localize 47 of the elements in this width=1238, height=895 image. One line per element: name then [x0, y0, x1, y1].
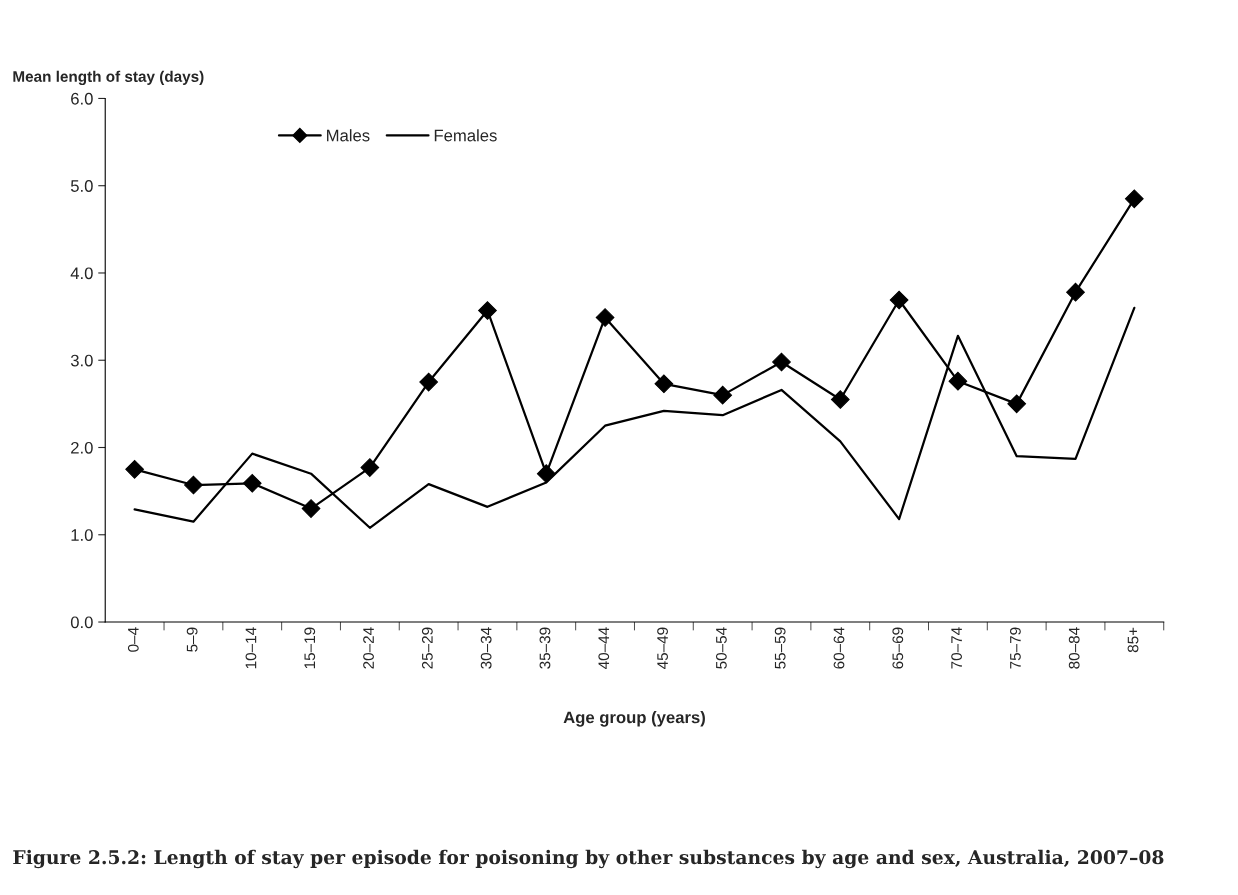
- x-tick-label: 60–64: [833, 627, 845, 669]
- point: [1007, 394, 1027, 414]
- x-tick-label: 80–84: [1068, 627, 1080, 669]
- point: [830, 390, 850, 409]
- point: [595, 308, 615, 327]
- y-tick-label: 0.0: [70, 616, 93, 629]
- y-tick-label: 6.0: [71, 92, 93, 105]
- point: [360, 458, 380, 477]
- point: [184, 475, 203, 495]
- y-tick-label: 3.0: [70, 354, 93, 367]
- x-tick-label: 40–44: [598, 627, 610, 670]
- point: [889, 290, 909, 310]
- x-tick-label: 10–14: [245, 627, 257, 669]
- x-tick-label: 20–24: [363, 627, 374, 669]
- y-tick-label: 2.0: [71, 441, 93, 454]
- y-axis-title: Mean length of stay (days): [13, 70, 204, 86]
- x-tick-label: 30–34: [480, 627, 492, 669]
- point: [301, 499, 321, 518]
- x-tick-label: 5–9: [186, 627, 198, 652]
- x-tick-label: 65–69: [892, 627, 904, 669]
- x-tick-label: 35–39: [539, 627, 551, 669]
- x-tick-label: 15–19: [304, 627, 316, 669]
- x-tick-label: 45–49: [657, 627, 668, 670]
- x-tick-label: 70–74: [951, 627, 962, 669]
- point: [948, 371, 968, 391]
- point: [713, 385, 733, 405]
- x-tick-label: 85+: [1127, 627, 1139, 653]
- x-tick-label: 55–59: [774, 627, 786, 669]
- point: [772, 352, 791, 372]
- legend-label: Females: [434, 129, 497, 142]
- x-axis-title: Age group (years): [563, 711, 705, 727]
- x-tick-label: 50–54: [715, 627, 727, 669]
- point: [419, 372, 439, 392]
- point: [1124, 189, 1144, 209]
- x-tick-label: 75–79: [1009, 627, 1021, 669]
- point: [125, 459, 144, 479]
- point: [478, 301, 497, 320]
- point: [654, 374, 674, 394]
- point: [1066, 282, 1085, 302]
- text: Figure 2.5.2: Length of stay per episode for poisoning by other substances by age and sex, Australia, 2007–08: [13, 849, 1164, 869]
- y-tick-label: 5.0: [70, 180, 93, 192]
- legend-label: Males: [327, 129, 370, 142]
- y-tick-label: 1.0: [71, 529, 93, 541]
- x-tick-label: 0–4: [127, 627, 139, 652]
- x-tick-label: 25–29: [421, 627, 433, 669]
- y-tick-label: 4.0: [70, 267, 93, 280]
- point: [242, 473, 262, 493]
